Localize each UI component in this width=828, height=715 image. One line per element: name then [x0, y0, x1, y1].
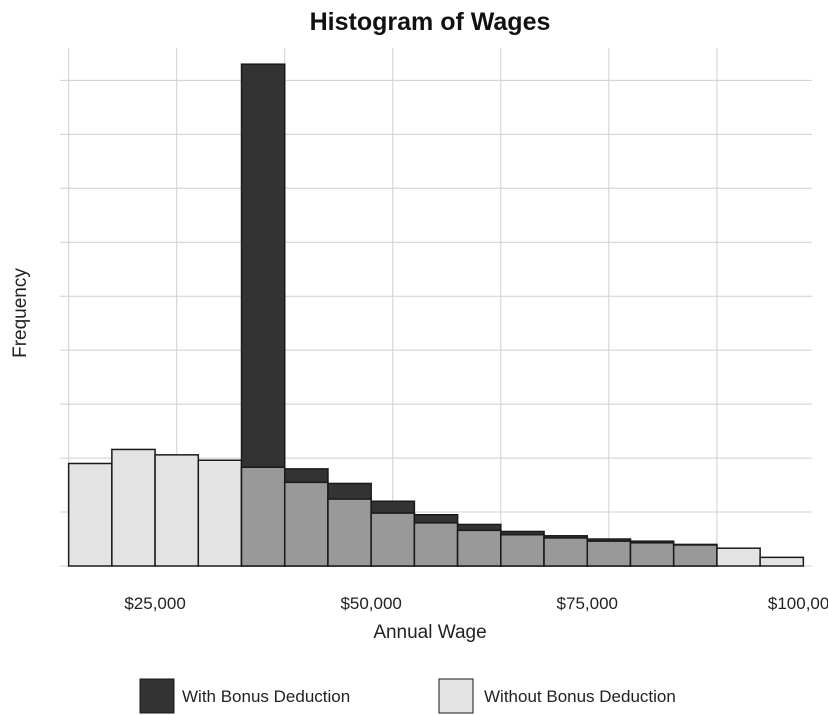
x-axis-title: Annual Wage	[373, 622, 486, 643]
legend: With Bonus Deduction Without Bonus Deduc…	[139, 678, 676, 714]
legend-label-without-bonus: Without Bonus Deduction	[484, 687, 676, 706]
y-axis-title: Frequency	[10, 268, 31, 358]
bar-overlap	[370, 512, 416, 567]
bar-overlap	[413, 522, 459, 567]
legend-swatch-with-bonus	[139, 678, 175, 714]
x-tick-label: $25,000	[124, 594, 185, 613]
bar-overlap	[240, 466, 286, 567]
bar-without-bonus	[67, 462, 113, 567]
legend-item-with-bonus: With Bonus Deduction	[139, 678, 350, 714]
bar-without-bonus	[111, 448, 156, 567]
bar-overlap	[500, 533, 545, 567]
x-tick-label: $75,000	[557, 594, 618, 613]
bar-overlap	[543, 537, 589, 567]
legend-label-with-bonus: With Bonus Deduction	[182, 687, 350, 706]
bar-overlap	[629, 542, 675, 567]
bar-overlap	[672, 544, 718, 567]
bars-layer	[67, 63, 805, 567]
x-tick-label: $100,000	[768, 594, 828, 613]
bar-without-bonus	[154, 454, 200, 567]
chart-title: Histogram of Wages	[310, 8, 551, 36]
bar-overlap	[586, 540, 632, 567]
bar-without-bonus	[716, 547, 761, 567]
bar-overlap	[283, 481, 329, 567]
legend-item-without-bonus: Without Bonus Deduction	[438, 678, 676, 714]
bar-without-bonus	[197, 459, 243, 567]
bar-without-bonus	[759, 556, 805, 567]
grid-layer	[60, 48, 812, 567]
x-tick-layer: $25,000 $50,000 $75,000 $100,000	[124, 594, 828, 613]
bar-overlap	[456, 529, 502, 567]
legend-swatch-without-bonus	[438, 678, 474, 714]
bar-overlap	[327, 498, 372, 567]
x-tick-label: $50,000	[340, 594, 401, 613]
